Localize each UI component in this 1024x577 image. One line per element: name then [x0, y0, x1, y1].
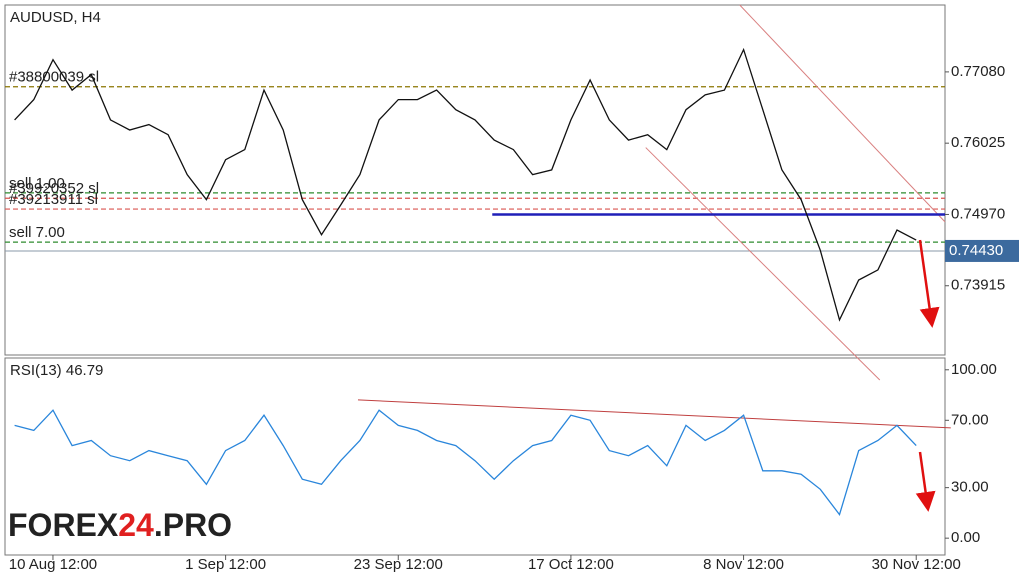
- down-arrow: [915, 451, 936, 512]
- y-tick-label: 0.74970: [951, 205, 1005, 222]
- trendline: [739, 4, 946, 223]
- y-tick-label: 0.73915: [951, 277, 1005, 294]
- y-tick-label: 70.00: [951, 411, 989, 428]
- logo-part: .PRO: [154, 507, 232, 543]
- rsi-panel: [4, 357, 946, 556]
- price-line: [14, 409, 917, 517]
- logo: FOREX24.PRO: [8, 507, 232, 543]
- order-label: #39213911 sl: [9, 191, 98, 208]
- logo-part: 24: [118, 507, 154, 543]
- x-tick-label: 23 Sep 12:00: [354, 556, 443, 573]
- trendline: [645, 147, 881, 381]
- logo-part: FOREX: [8, 507, 119, 543]
- current-price-label: 0.74430: [949, 242, 1003, 259]
- y-tick-label: 100.00: [951, 361, 997, 378]
- order-label: #39920352 sl: [9, 180, 99, 197]
- x-tick-label: 1 Sep 12:00: [185, 556, 266, 573]
- current-price-box: [945, 239, 1019, 262]
- order-label: sell 1.00: [9, 175, 65, 192]
- x-tick-label: 30 Nov 12:00: [872, 556, 961, 573]
- price-panel: [4, 4, 946, 356]
- rsi-title: RSI(13) 46.79: [10, 362, 103, 379]
- x-tick-label: 10 Aug 12:00: [9, 556, 97, 573]
- trendline: [357, 399, 951, 429]
- y-tick-label: 0.77080: [951, 63, 1005, 80]
- y-tick-label: 30.00: [951, 479, 989, 496]
- order-label: #38800039 sl: [9, 69, 99, 86]
- x-tick-label: 8 Nov 12:00: [703, 556, 784, 573]
- price-line: [14, 47, 917, 322]
- plot-layer: 0.77080 0.76025 0.74970 0.73915 #38800039 sl…: [5, 4, 1019, 573]
- x-tick-label: 17 Oct 12:00: [528, 556, 614, 573]
- order-label: sell 7.00: [9, 224, 65, 241]
- price-title: AUDUSD, H4: [10, 9, 101, 26]
- down-arrow: [918, 239, 940, 328]
- y-tick-label: 0.76025: [951, 134, 1005, 151]
- y-tick-label: 0.00: [951, 529, 980, 546]
